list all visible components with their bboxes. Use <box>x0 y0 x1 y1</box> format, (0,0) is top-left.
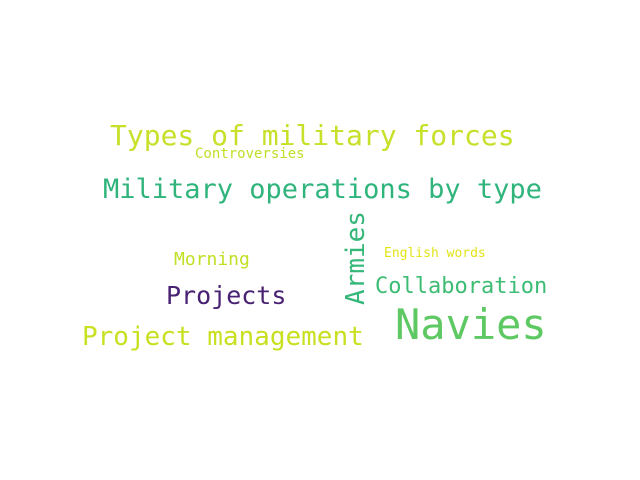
word-collaboration: Collaboration <box>375 274 548 299</box>
word-military-operations-by-type: Military operations by type <box>103 174 542 205</box>
word-types-of-military-forces: Types of military forces <box>110 119 515 152</box>
word-projects: Projects <box>166 281 287 310</box>
word-armies: Armies <box>341 211 371 305</box>
word-project-management: Project management <box>82 322 364 352</box>
word-navies: Navies <box>395 300 547 349</box>
word-morning: Morning <box>174 249 250 270</box>
word-controversies: Controversies <box>195 146 305 162</box>
word-english-words: English words <box>384 246 486 261</box>
